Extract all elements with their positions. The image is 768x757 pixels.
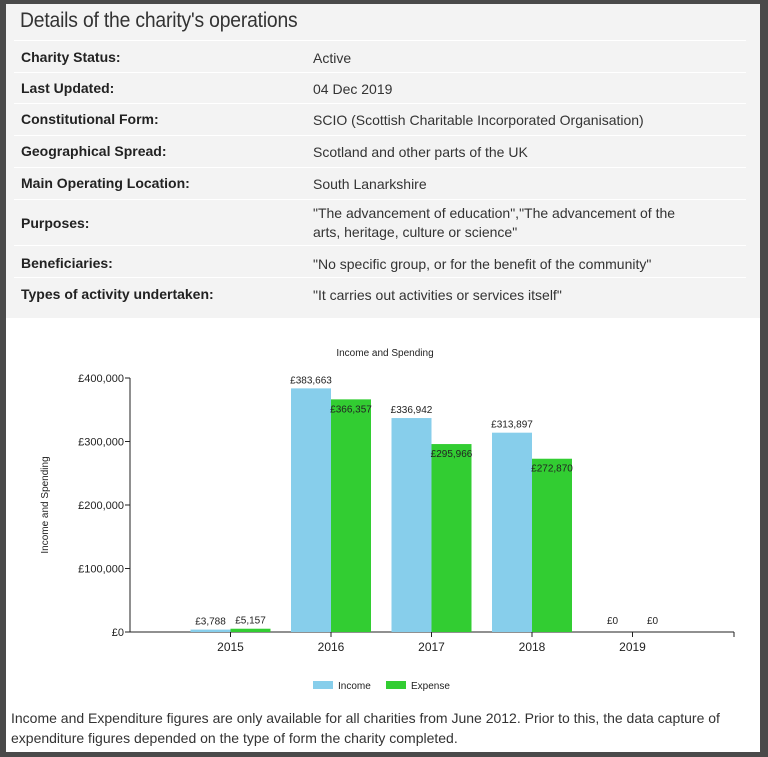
data-label: £336,942: [391, 405, 433, 416]
detail-value: "No specific group, or for the benefit o…: [313, 256, 652, 272]
detail-row-status: Charity Status: Active: [14, 40, 746, 73]
detail-value: "It carries out activities or services i…: [313, 287, 562, 303]
data-label: £313,897: [491, 420, 533, 431]
detail-value: Scotland and other parts of the UK: [313, 144, 528, 160]
detail-value: South Lanarkshire: [313, 176, 427, 192]
detail-row-location: Main Operating Location: South Lanarkshi…: [14, 167, 746, 200]
y-tick-label: £300,000: [78, 437, 124, 449]
legend-label: Expense: [411, 681, 450, 692]
detail-value: Active: [313, 50, 352, 66]
legend-label: Income: [338, 681, 371, 692]
bar-income: [492, 432, 532, 632]
detail-row-form: Constitutional Form: SCIO (Scottish Char…: [14, 103, 746, 136]
detail-row-activities: Types of activity undertaken: "It carrie…: [14, 277, 746, 310]
detail-row-spread: Geographical Spread: Scotland and other …: [14, 135, 746, 168]
x-tick-label: 2017: [418, 640, 445, 654]
data-label: £272,870: [531, 464, 573, 475]
data-label: £3,788: [195, 617, 226, 628]
section-title: Details of the charity's operations: [20, 9, 298, 32]
x-tick-label: 2018: [519, 640, 546, 654]
detail-label: Charity Status:: [21, 49, 121, 65]
x-tick-label: 2015: [217, 640, 244, 654]
data-label: £5,157: [235, 616, 266, 627]
income-spending-chart: Income and Spending Income and Spending £0…: [6, 318, 760, 706]
data-label: £366,357: [330, 404, 372, 415]
bar-expense: [431, 444, 472, 632]
detail-label: Last Updated:: [21, 80, 115, 96]
y-tick-label: £100,000: [78, 564, 124, 576]
legend-swatch-expense: [386, 681, 406, 689]
x-tick-label: 2019: [619, 640, 646, 654]
detail-label: Beneficiaries:: [21, 255, 113, 271]
bar-income: [391, 418, 432, 632]
bar-expense: [532, 458, 572, 632]
legend-swatch-income: [313, 681, 333, 689]
detail-row-purposes: Purposes: "The advancement of education"…: [14, 199, 746, 246]
data-label: £0: [607, 616, 619, 627]
chart-svg: Income and Spending Income and Spending £0…: [40, 348, 735, 692]
y-axis-label: Income and Spending: [40, 456, 51, 553]
chart-title: Income and Spending: [336, 348, 433, 359]
data-label: £383,663: [290, 375, 332, 386]
bar-expense: [331, 399, 371, 632]
bar-income: [291, 388, 331, 632]
y-tick-label: £200,000: [78, 500, 124, 512]
footnote: Income and Expenditure figures are only …: [11, 710, 720, 746]
details-panel: Details of the charity's operations Char…: [6, 4, 760, 318]
detail-label: Geographical Spread:: [21, 143, 167, 159]
y-tick-label: £0: [112, 627, 124, 639]
x-tick-label: 2016: [318, 640, 345, 654]
detail-value: "The advancement of education","The adva…: [313, 205, 676, 240]
detail-row-beneficiaries: Beneficiaries: "No specific group, or fo…: [14, 245, 746, 278]
detail-label: Constitutional Form:: [21, 111, 159, 127]
detail-value: SCIO (Scottish Charitable Incorporated O…: [313, 112, 644, 128]
detail-label: Main Operating Location:: [21, 175, 190, 191]
bar-income: [190, 629, 231, 632]
detail-value: 04 Dec 2019: [313, 81, 393, 97]
y-tick-label: £400,000: [78, 373, 124, 385]
data-label: £295,966: [431, 449, 473, 460]
bar-expense: [230, 628, 271, 632]
data-label: £0: [647, 616, 659, 627]
detail-label: Purposes:: [21, 215, 90, 231]
detail-row-updated: Last Updated: 04 Dec 2019: [14, 72, 746, 104]
detail-label: Types of activity undertaken:: [21, 286, 214, 302]
